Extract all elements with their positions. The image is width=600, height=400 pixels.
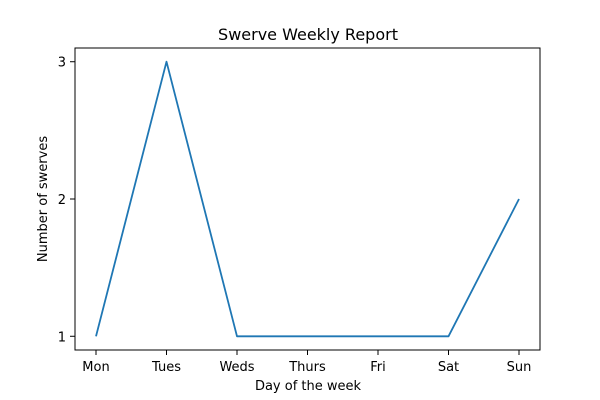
y-axis: 1 2 3 (58, 56, 75, 345)
x-tick-label: Thurs (288, 360, 326, 375)
x-tick-label: Fri (370, 360, 386, 375)
y-tick-label: 1 (58, 330, 66, 345)
chart-title: Swerve Weekly Report (218, 25, 398, 44)
x-axis-label: Day of the week (255, 379, 362, 394)
series-layer (95, 60, 520, 338)
plot-area-frame (74, 47, 541, 351)
x-tick-label: Sat (438, 360, 459, 375)
y-tick-label: 3 (58, 56, 66, 71)
x-tick-label: Weds (219, 360, 254, 375)
y-tick-label: 2 (58, 193, 66, 208)
series-line (95, 60, 520, 338)
x-axis: Mon Tues Weds Thurs Fri Sat Sun (82, 350, 531, 375)
x-tick-label: Tues (151, 360, 181, 375)
x-tick-label: Sun (507, 360, 532, 375)
y-axis-label: Number of swerves (36, 136, 51, 262)
x-tick-label: Mon (82, 360, 109, 375)
